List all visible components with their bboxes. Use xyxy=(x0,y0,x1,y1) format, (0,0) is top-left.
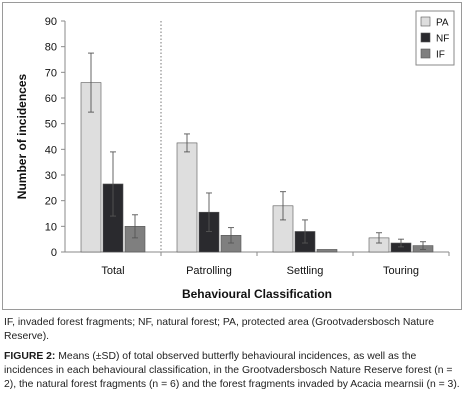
x-tick-label: Total xyxy=(101,265,124,277)
abbreviations-note: IF, invaded forest fragments; NF, natura… xyxy=(4,317,435,342)
legend-swatch-if xyxy=(420,48,431,59)
bar-chart: 0 10 20 30 40 50 60 70 80 90 Number of incidences T… xyxy=(15,10,455,301)
chart-frame: 0 10 20 30 40 50 60 70 80 90 Number of incidences T… xyxy=(2,2,462,310)
legend-label-nf: NF xyxy=(436,34,449,45)
legend-label-pa: PA xyxy=(436,18,449,29)
x-tick-label: Touring xyxy=(383,265,419,277)
figure-caption: FIGURE 2: Means (±SD) of total observed … xyxy=(4,350,462,392)
legend-label-if: IF xyxy=(436,50,445,61)
bar-pa xyxy=(176,142,198,253)
legend-swatch-pa xyxy=(420,16,431,27)
y-tick-label: 30 xyxy=(45,170,57,182)
figure-label: FIGURE 2: xyxy=(4,351,56,362)
bar-if xyxy=(316,249,338,253)
y-tick-label: 80 xyxy=(45,42,57,54)
y-tick-label: 40 xyxy=(45,144,57,156)
x-axis-title: Behavioural Classification xyxy=(182,287,332,301)
legend-swatch-nf xyxy=(420,32,431,43)
y-tick-label: 50 xyxy=(45,119,57,131)
y-tick-label: 10 xyxy=(45,221,57,233)
y-tick-label: 20 xyxy=(45,196,57,208)
x-tick-label: Settling xyxy=(287,265,324,277)
x-tick-label: Patrolling xyxy=(186,265,232,277)
y-tick-label: 90 xyxy=(45,16,57,28)
y-axis-title: Number of incidences xyxy=(15,74,29,200)
y-tick-label: 70 xyxy=(45,67,57,79)
y-tick-label: 60 xyxy=(45,93,57,105)
y-tick-label: 0 xyxy=(51,247,57,259)
figure-caption-text: Means (±SD) of total observed butterfly … xyxy=(4,351,460,390)
